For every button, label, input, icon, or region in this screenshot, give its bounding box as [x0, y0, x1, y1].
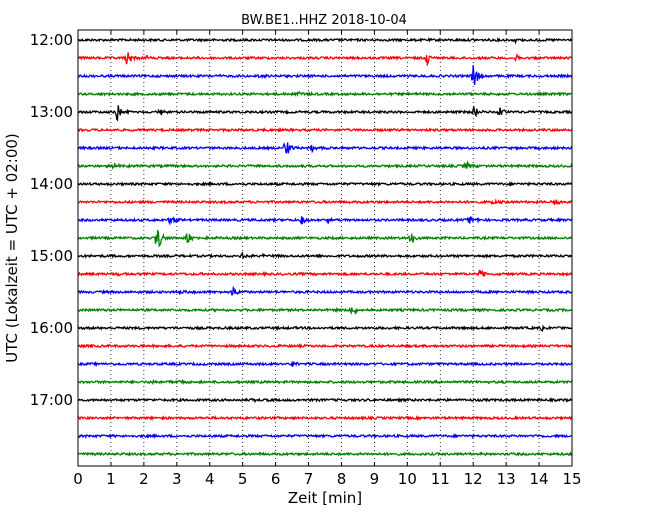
traces	[77, 36, 573, 457]
trace-14:30	[77, 216, 573, 226]
trace-16:15	[77, 342, 573, 350]
trace-14:45	[77, 230, 573, 248]
trace-13:30	[77, 142, 573, 154]
trace-16:45	[77, 378, 573, 386]
trace-12:00	[77, 36, 573, 45]
x-tick-label: 11	[431, 470, 450, 488]
x-axis: 0 1 2 3 4 5 6 7 8 9 10 11 12 13 14 15	[73, 30, 582, 488]
trace-14:15	[77, 198, 573, 206]
x-tick-label: 3	[172, 470, 182, 488]
y-tick-label: 14:00	[30, 175, 73, 193]
trace-17:45	[77, 451, 573, 457]
x-tick-label: 14	[530, 470, 549, 488]
x-tick-label: 12	[464, 470, 483, 488]
x-tick-label: 7	[304, 470, 314, 488]
chart-title: BW.BE1..HHZ 2018-10-04	[241, 13, 407, 28]
trace-13:45	[77, 160, 573, 170]
x-tick-label: 8	[337, 470, 347, 488]
x-tick-label: 1	[106, 470, 116, 488]
y-tick-label: 12:00	[30, 31, 73, 49]
y-tick-label: 13:00	[30, 103, 73, 121]
x-tick-label: 2	[139, 470, 149, 488]
x-tick-label: 15	[562, 470, 581, 488]
y-axis: 12:00 13:00 14:00 15:00 16:00 17:00	[30, 31, 572, 409]
trace-15:15	[77, 269, 573, 278]
trace-17:30	[77, 433, 573, 439]
trace-14:00	[77, 181, 573, 187]
x-tick-label: 5	[238, 470, 248, 488]
trace-12:30	[77, 65, 573, 86]
trace-13:15	[77, 126, 573, 133]
trace-15:45	[77, 306, 573, 316]
y-tick-label: 15:00	[30, 247, 73, 265]
x-tick-label: 6	[271, 470, 281, 488]
trace-17:15	[77, 415, 573, 422]
trace-15:00	[77, 252, 573, 260]
y-tick-label: 16:00	[30, 319, 73, 337]
plot-frame	[77, 29, 573, 467]
y-tick-label: 17:00	[30, 391, 73, 409]
trace-16:00	[77, 324, 573, 333]
grid	[110, 30, 540, 466]
y-axis-label: UTC (Lokalzeit = UTC + 02:00)	[3, 133, 21, 363]
trace-16:30	[77, 361, 573, 367]
x-axis-label: Zeit [min]	[288, 489, 362, 507]
trace-17:00	[77, 397, 572, 404]
x-tick-label: 13	[497, 470, 516, 488]
x-tick-label: 10	[398, 470, 417, 488]
trace-13:00	[78, 105, 572, 122]
x-tick-label: 9	[370, 470, 380, 488]
trace-12:45	[77, 90, 573, 98]
x-tick-label: 4	[205, 470, 215, 488]
x-tick-label: 0	[73, 470, 83, 488]
trace-12:15	[78, 52, 572, 68]
trace-15:30	[77, 285, 573, 296]
